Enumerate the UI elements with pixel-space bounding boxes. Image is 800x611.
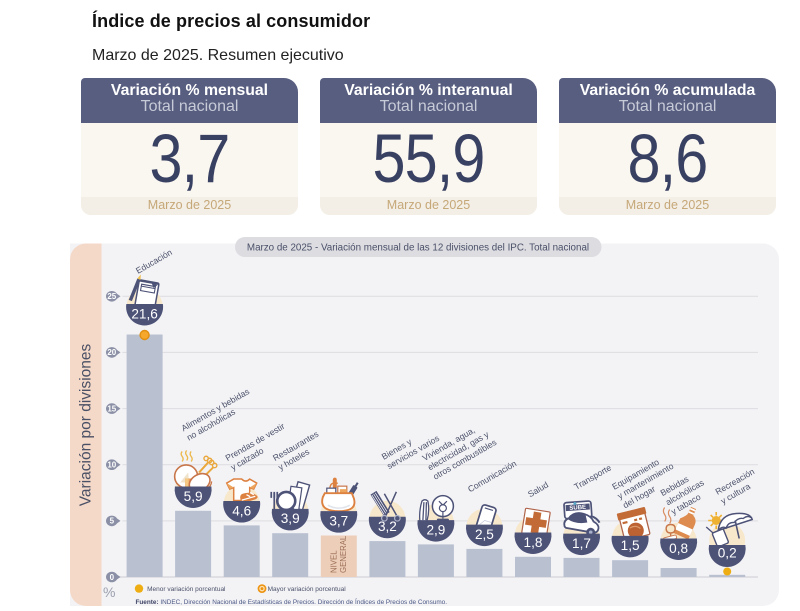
- svg-text:Fuente: INDEC, Dirección Nacio: Fuente: INDEC, Dirección Nacional de Est…: [136, 597, 448, 606]
- svg-text:4,6: 4,6: [232, 503, 251, 518]
- svg-text:0: 0: [110, 573, 115, 582]
- svg-text:5: 5: [110, 517, 115, 526]
- svg-text:0,2: 0,2: [718, 546, 737, 561]
- svg-text:1,7: 1,7: [572, 536, 591, 551]
- svg-text:15: 15: [107, 404, 116, 413]
- svg-text:1,8: 1,8: [524, 535, 543, 550]
- svg-text:25: 25: [107, 292, 116, 301]
- svg-text:3,7: 3,7: [329, 514, 348, 529]
- svg-text:0,8: 0,8: [669, 541, 688, 556]
- svg-text:Marzo de 2025 - Variación mens: Marzo de 2025 - Variación mensual de las…: [247, 243, 589, 254]
- svg-text:21,6: 21,6: [131, 306, 157, 321]
- svg-text:2,5: 2,5: [475, 527, 494, 542]
- svg-text:NIVEL: NIVEL: [330, 550, 339, 573]
- svg-text:%: %: [103, 584, 115, 600]
- svg-text:Variación por divisiones: Variación por divisiones: [78, 343, 95, 506]
- svg-text:SUBE: SUBE: [569, 505, 586, 512]
- svg-text:5,9: 5,9: [184, 489, 203, 504]
- svg-text:1,5: 1,5: [621, 538, 640, 553]
- svg-text:3,2: 3,2: [378, 519, 397, 534]
- svg-text:20: 20: [107, 348, 116, 357]
- svg-text:2,9: 2,9: [426, 522, 445, 537]
- svg-text:10: 10: [107, 461, 116, 470]
- svg-text:Menor variación porcentual: Menor variación porcentual: [147, 586, 226, 593]
- svg-text:GENERAL: GENERAL: [339, 535, 348, 573]
- svg-text:Mayor variación porcentual: Mayor variación porcentual: [268, 586, 347, 593]
- svg-text:3,9: 3,9: [281, 511, 300, 526]
